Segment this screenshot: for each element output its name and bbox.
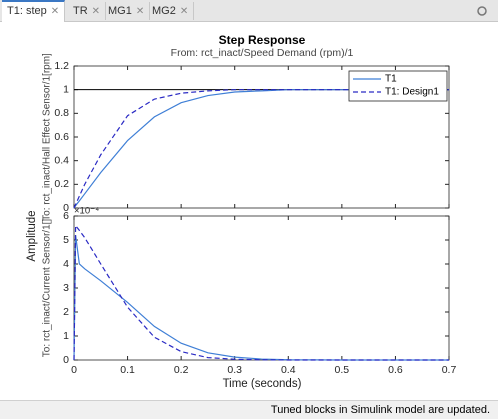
row-label: To: rct_inact/Current Sensor/1[] xyxy=(42,219,53,358)
x-tick-label: 0.1 xyxy=(120,364,135,376)
tab-label: TR xyxy=(73,5,88,17)
tab[interactable]: MG2 ✕ xyxy=(147,2,195,20)
y-tick-label: 4 xyxy=(63,258,69,270)
chart-subtitle: From: rct_inact/Speed Demand (rpm)/1 xyxy=(171,47,354,59)
y-tick-label: 0.2 xyxy=(54,178,69,190)
plot-area xyxy=(73,215,450,361)
y-tick-label: 1 xyxy=(63,330,69,342)
y-tick-label: 1 xyxy=(63,83,69,95)
row-label: To: rct_inact/Hall Effect Sensor/1[rpm] xyxy=(42,53,53,221)
x-tick-label: 0.7 xyxy=(442,364,457,376)
y-tick-label: 0.4 xyxy=(54,154,69,166)
x-tick-label: 0 xyxy=(71,364,77,376)
status-bar: Tuned blocks in Simulink model are updat… xyxy=(0,400,498,419)
series-line xyxy=(73,89,449,209)
y-tick-label: 0.6 xyxy=(54,131,69,143)
legend-label: T1 xyxy=(385,74,397,85)
status-text: Tuned blocks in Simulink model are updat… xyxy=(270,404,490,416)
y-tick-label: 2 xyxy=(63,306,69,318)
chart-title: Step Response xyxy=(219,33,306,47)
x-tick-label: 0.4 xyxy=(281,364,296,376)
plot-panel: Step Response From: rct_inact/Speed Dema… xyxy=(0,22,498,400)
y-exponent: ×10⁻⁴ xyxy=(74,206,99,217)
x-tick-label: 0.6 xyxy=(388,364,403,376)
y-tick-label: 6 xyxy=(63,210,69,222)
tab-label: MG2 xyxy=(152,5,176,17)
y-tick-label: 5 xyxy=(63,234,69,246)
legend-box xyxy=(348,70,448,102)
series-line xyxy=(73,235,449,361)
y-axis-label: Amplitude xyxy=(26,210,38,261)
tab[interactable]: T1: step ✕ xyxy=(2,0,66,22)
y-tick-label: 3 xyxy=(63,282,69,294)
tab[interactable]: TR ✕ xyxy=(68,2,107,20)
legend-label: T1: Design1 xyxy=(385,87,439,98)
tab-label: T1: step xyxy=(7,5,47,17)
x-tick-label: 0.3 xyxy=(227,364,242,376)
x-tick-label: 0.2 xyxy=(174,364,189,376)
tab[interactable]: MG1 ✕ xyxy=(103,2,151,20)
options-button[interactable] xyxy=(476,5,488,17)
tab-label: MG1 xyxy=(108,5,132,17)
chart: Step Response From: rct_inact/Speed Dema… xyxy=(26,33,457,390)
y-tick-label: 0.8 xyxy=(54,107,69,119)
x-axis-label: Time (seconds) xyxy=(223,378,302,390)
y-tick-label: 0 xyxy=(63,202,69,214)
x-tick-label: 0.5 xyxy=(335,364,350,376)
y-tick-label: 0 xyxy=(63,354,69,366)
tab-bar: T1: step ✕ TR ✕ MG1 ✕ MG2 ✕ xyxy=(0,0,498,22)
y-tick-label: 1.2 xyxy=(54,60,69,72)
